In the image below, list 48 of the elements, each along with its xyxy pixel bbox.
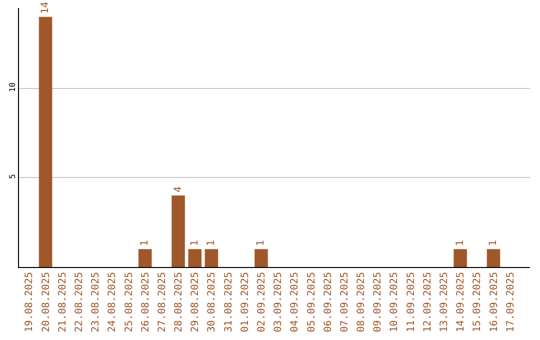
data-label: 1	[206, 240, 217, 246]
x-tick-label: 27.08.2025	[156, 272, 168, 332]
x-tick-label: 21.08.2025	[57, 272, 68, 332]
x-tick-label: 26.08.2025	[140, 272, 152, 332]
x-tick-label: 09.09.2025	[372, 272, 384, 332]
x-tick-label: 25.08.2025	[124, 272, 135, 332]
x-tick-label: 22.08.2025	[74, 272, 85, 332]
x-tick-label: 04.09.2025	[290, 272, 301, 332]
data-label: 1	[189, 240, 200, 246]
x-tick-label: 12.09.2025	[422, 272, 434, 332]
x-tick-label: 30.08.2025	[206, 272, 218, 332]
x-tick-label: 02.09.2025	[256, 272, 268, 332]
bar	[204, 249, 218, 267]
x-tick-label: 29.08.2025	[190, 272, 202, 332]
x-tick-label: 11.09.2025	[406, 272, 417, 332]
data-label: 1	[140, 240, 151, 246]
bar	[188, 249, 202, 267]
x-tick-label: 16.09.2025	[488, 272, 500, 332]
x-tick-label: 08.09.2025	[356, 272, 368, 332]
bar	[138, 249, 152, 267]
x-tick-label: 07.09.2025	[339, 272, 350, 332]
x-tick-label: 23.08.2025	[90, 272, 102, 332]
data-label: 1	[488, 240, 499, 246]
x-tick-label: 05.09.2025	[306, 272, 318, 332]
x-tick-label: 03.09.2025	[273, 272, 284, 332]
y-tick-label: 10	[8, 82, 17, 92]
x-tick-label: 15.09.2025	[472, 272, 484, 332]
data-label: 4	[172, 186, 184, 193]
y-tick-label: 5	[8, 174, 17, 179]
x-tick-label: 13.09.2025	[438, 272, 450, 332]
x-tick-label: 28.08.2025	[174, 272, 185, 332]
data-label: 1	[256, 240, 267, 246]
bar	[486, 249, 500, 267]
x-tick-label: 19.08.2025	[24, 272, 36, 332]
bar	[454, 249, 467, 267]
x-tick-label: 17.09.2025	[505, 272, 516, 332]
data-label: 1	[454, 240, 466, 246]
x-tick-label: 14.09.2025	[456, 272, 467, 332]
bar	[254, 249, 268, 267]
x-tick-label: 01.09.2025	[240, 272, 251, 332]
bar	[172, 196, 185, 267]
data-label: 14	[40, 2, 52, 14]
x-tick-label: 24.08.2025	[107, 272, 118, 332]
x-tick-label: 20.08.2025	[40, 272, 52, 332]
x-tick-label: 31.08.2025	[223, 272, 234, 332]
x-tick-label: 06.09.2025	[322, 272, 334, 332]
x-tick-label: 10.09.2025	[389, 272, 400, 332]
bar	[38, 16, 52, 267]
